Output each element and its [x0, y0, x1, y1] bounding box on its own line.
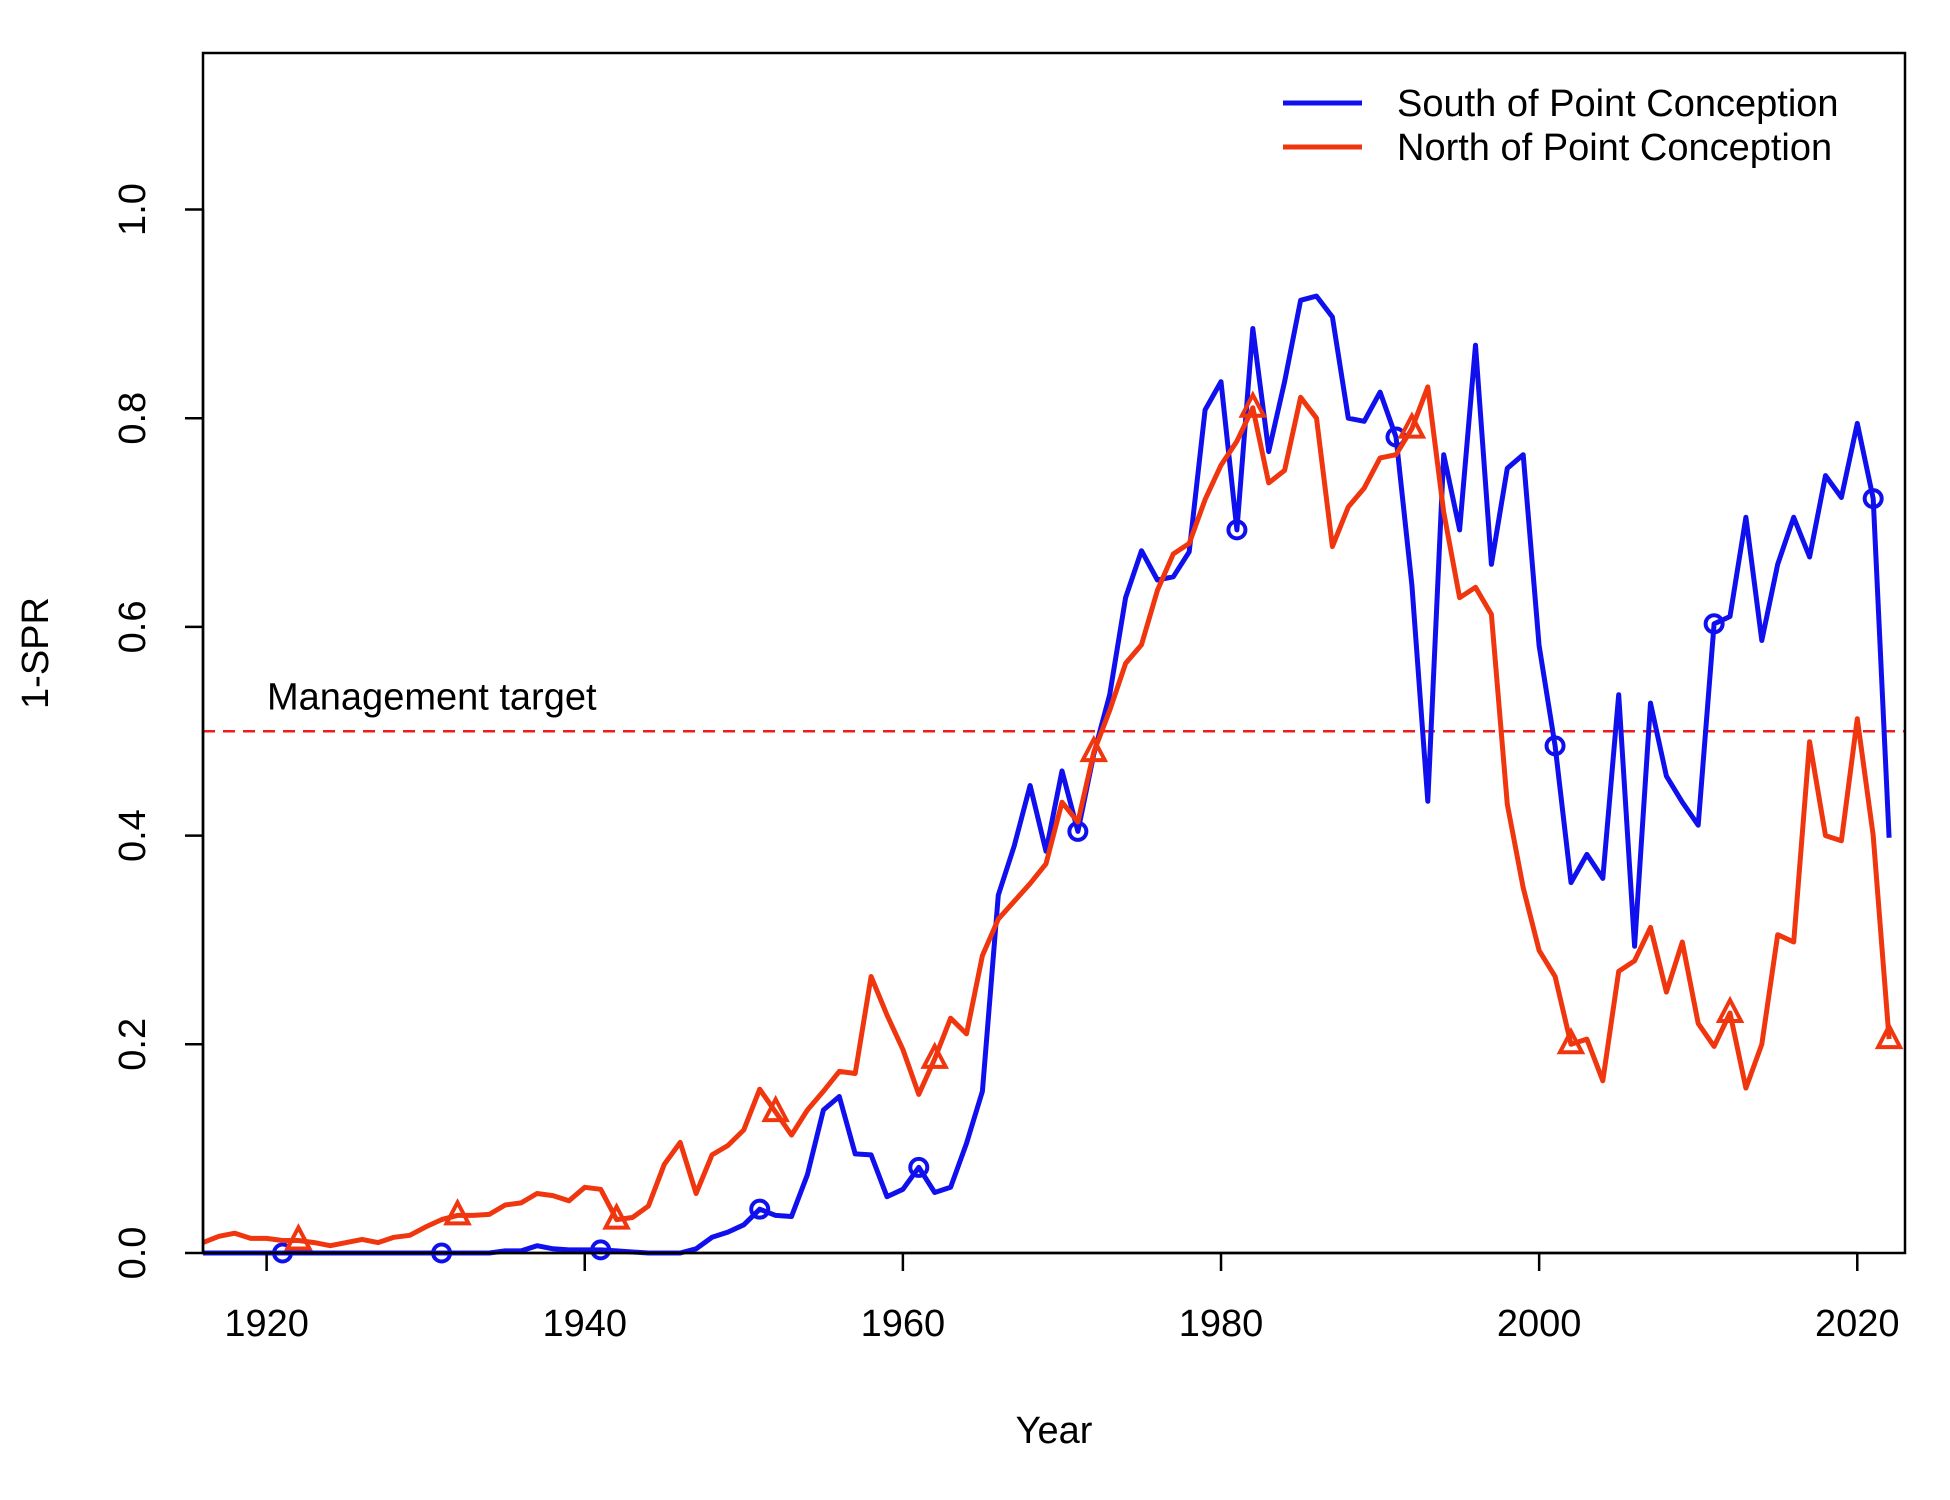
legend-label-north: North of Point Conception — [1397, 127, 1832, 169]
x-axis-label: Year — [1016, 1410, 1093, 1452]
x-tick-label: 2020 — [1815, 1303, 1900, 1345]
series-marker-north — [1238, 390, 1268, 418]
x-tick-label: 1940 — [542, 1303, 627, 1345]
series-marker-north — [761, 1094, 790, 1123]
series-marker-north — [284, 1223, 313, 1251]
x-tick-label: 2000 — [1497, 1303, 1582, 1345]
y-tick-label: 0.0 — [112, 1227, 154, 1280]
y-axis: 0.0 0.2 0.4 0.6 0.8 1.0 — [112, 183, 205, 1280]
series-marker-south — [1226, 519, 1248, 541]
series-marker-north — [1556, 1026, 1586, 1055]
series-marker-north — [920, 1041, 950, 1069]
y-tick-label: 0.6 — [112, 600, 154, 653]
series-marker-south — [590, 1239, 612, 1261]
y-tick-label: 0.8 — [112, 392, 154, 445]
series-marker-south — [1544, 735, 1566, 757]
x-tick-label: 1960 — [861, 1303, 946, 1345]
series-marker-north — [602, 1202, 631, 1230]
series-marker-north — [1079, 734, 1109, 763]
x-axis: 1920 1940 1960 1980 2000 2020 — [224, 1251, 1900, 1345]
series-marker-south — [908, 1156, 930, 1178]
x-tick-label: 1980 — [1179, 1303, 1264, 1345]
series-marker-north — [1715, 995, 1745, 1023]
y-tick-label: 0.4 — [112, 809, 154, 862]
series-line-north — [202, 384, 1892, 1249]
y-axis-label: 1-SPR — [15, 597, 57, 709]
series-marker-south — [1862, 488, 1884, 510]
series-marker-north — [443, 1198, 472, 1226]
x-tick-label: 1920 — [224, 1303, 309, 1345]
series-marker-north — [1397, 411, 1427, 439]
y-tick-label: 1.0 — [112, 183, 154, 236]
legend-label-south: South of Point Conception — [1397, 83, 1839, 125]
series-marker-south — [1703, 613, 1725, 635]
y-tick-label: 0.2 — [112, 1018, 154, 1071]
series-marker-north — [1874, 1021, 1904, 1050]
management-target-label: Management target — [267, 676, 597, 718]
series-marker-south — [749, 1198, 771, 1220]
